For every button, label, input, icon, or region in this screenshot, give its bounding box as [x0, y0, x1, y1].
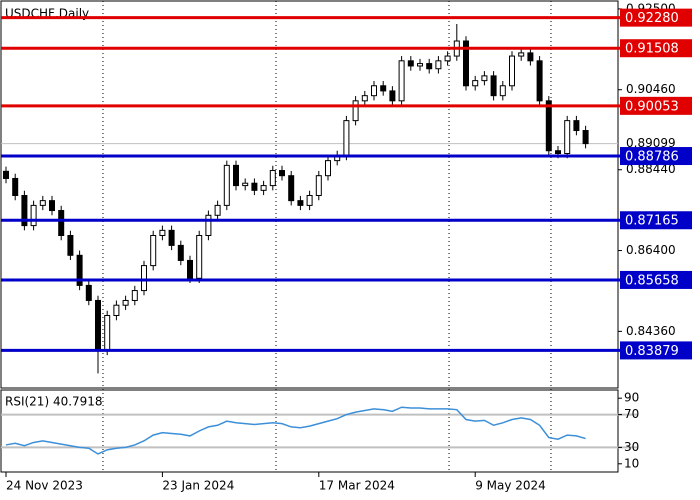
period-separators: [102, 1, 552, 472]
level-label-box: [620, 39, 692, 58]
level-label-box: [620, 270, 692, 289]
y-tick-label: 10: [624, 456, 639, 470]
candle-body: [113, 304, 120, 317]
candle-body: [104, 315, 111, 351]
level-label-box: [620, 96, 692, 115]
candle-body: [168, 229, 175, 246]
candle-body: [417, 63, 423, 67]
candle-body: [407, 60, 414, 67]
candle-body: [343, 120, 350, 156]
x-tick-label: 9 May 2024: [475, 479, 546, 493]
candle-body: [214, 204, 221, 216]
level-label-box: [620, 211, 692, 230]
candle-body: [12, 177, 19, 196]
candle-body: [499, 85, 506, 97]
candle-body: [141, 265, 147, 292]
level-label-box: [620, 147, 692, 166]
candle-body: [582, 130, 589, 145]
candle-body: [315, 175, 322, 196]
candle-body: [21, 194, 28, 227]
candle-body: [371, 85, 377, 97]
candle-body: [3, 170, 9, 179]
candle-body: [177, 244, 184, 261]
x-tick-label: 17 Mar 2024: [319, 479, 395, 493]
rsi-panel: [0, 389, 619, 473]
candle-body: [242, 182, 249, 187]
level-label: 0.91508: [625, 42, 679, 57]
level-label: 0.83879: [625, 344, 679, 359]
candle-body: [297, 200, 304, 206]
level-label: 0.88786: [625, 150, 679, 165]
candle-body: [361, 95, 368, 102]
level-label: 0.85658: [625, 273, 679, 288]
y-tick-label: 0.84360: [626, 324, 676, 338]
candle-body: [435, 60, 442, 70]
candle-body: [76, 254, 83, 286]
candle-body: [205, 214, 212, 236]
candle-body: [187, 259, 193, 279]
candle-body: [260, 185, 267, 191]
candle-body: [233, 164, 239, 187]
level-label-box: [620, 8, 692, 27]
candle-body: [269, 170, 276, 187]
candle-body: [131, 290, 138, 301]
y-tick-label: 0.86400: [626, 243, 676, 257]
candle-body: [527, 52, 534, 62]
candle-body: [389, 90, 396, 102]
x-tick-label: 23 Jan 2024: [162, 479, 234, 493]
candle-body: [573, 120, 580, 132]
candle-body: [279, 170, 285, 177]
y-tick-label: 70: [624, 407, 639, 421]
y-tick-label: 30: [624, 440, 639, 454]
level-label: 0.92280: [625, 11, 679, 26]
candle-body: [58, 210, 65, 236]
candle-body: [509, 55, 515, 87]
candle-body: [49, 200, 55, 212]
candle-body: [555, 150, 561, 155]
rsi-title: RSI(21) 40.7918: [5, 395, 103, 409]
level-label: 0.90053: [625, 99, 679, 114]
candle-body: [564, 120, 571, 155]
candle-body: [545, 100, 552, 152]
level-label-box: [620, 341, 692, 360]
candle-body: [380, 85, 387, 92]
y-tick-label: 90: [624, 391, 639, 405]
candle-body: [398, 60, 405, 102]
candle-body: [122, 299, 129, 306]
candle-body: [67, 234, 74, 256]
y-tick-label: 0.90460: [626, 82, 676, 96]
candle-body: [39, 200, 46, 206]
candle-body: [352, 100, 359, 122]
candle-body: [288, 175, 295, 202]
candle-body: [481, 75, 488, 82]
candle-body: [444, 55, 451, 62]
candle-body: [426, 63, 433, 70]
candle-body: [223, 164, 230, 206]
candle-body: [306, 194, 313, 206]
candle-body: [159, 229, 166, 236]
candle-body: [472, 80, 479, 87]
price-panel: [0, 0, 619, 389]
rsi-line: [5, 406, 586, 455]
candle-body: [536, 60, 543, 102]
y-tick-label: 0.88440: [626, 162, 676, 176]
candle-body: [463, 40, 469, 87]
candle-body: [490, 75, 497, 97]
candle-body: [85, 284, 92, 301]
candle-body: [518, 52, 525, 57]
candle-body: [95, 299, 101, 351]
candle-body: [30, 204, 37, 227]
x-tick-label: 24 Nov 2023: [6, 479, 83, 493]
candle-body: [196, 234, 203, 279]
candle-body: [325, 160, 331, 177]
candle-body: [251, 182, 258, 191]
current-price-label: 0.89099: [626, 136, 676, 150]
candle-body: [150, 234, 157, 267]
level-label: 0.87165: [625, 214, 679, 229]
